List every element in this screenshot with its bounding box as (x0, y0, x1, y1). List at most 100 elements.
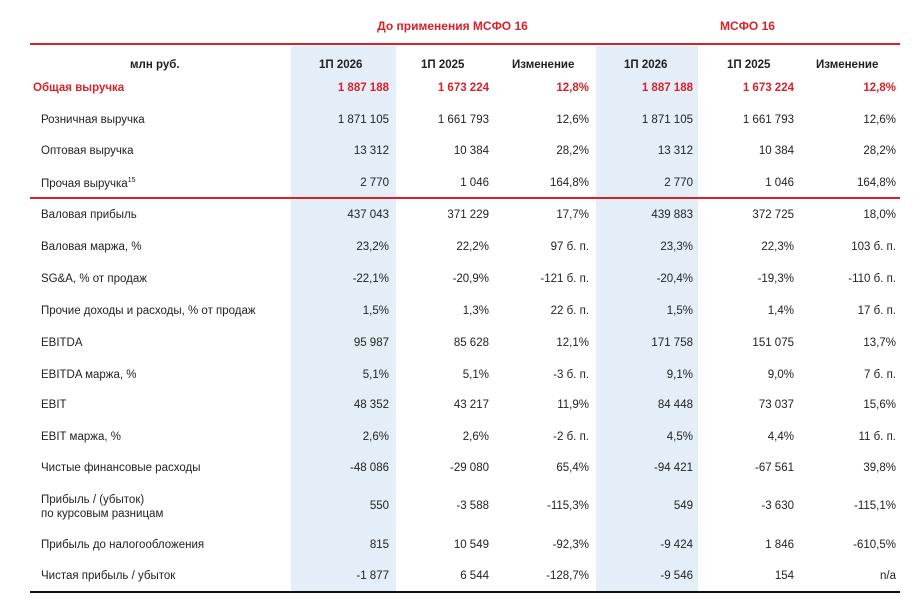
row-value: 6 544 (460, 570, 489, 582)
row-value: 13 312 (353, 145, 389, 157)
row-value: 84 448 (657, 399, 693, 411)
row-value: -92,3% (552, 539, 589, 551)
total-value: 12,8% (556, 82, 589, 94)
col-header-3: Изменение (512, 59, 575, 71)
row-label: EBITDA (41, 337, 83, 349)
row-value: 18,0% (863, 209, 896, 221)
row-value: 15,6% (863, 399, 896, 411)
row-label: Валовая маржа, % (41, 241, 142, 253)
row-label-text: Валовая прибыль (41, 209, 137, 221)
row-value: 11,9% (557, 399, 589, 411)
row-value: 28,2% (556, 145, 589, 157)
row-label-line: Прибыль / (убыток) (41, 494, 145, 506)
row-value: 154 (774, 570, 794, 582)
row-value: 151 075 (752, 337, 794, 349)
row-value: -115,1% (854, 500, 896, 512)
row-value: 39,8% (863, 462, 896, 474)
row-value: 17,7% (556, 209, 589, 221)
row-label: EBIT (41, 399, 67, 411)
row-label-text: EBITDA (41, 337, 83, 349)
row-value: n/a (880, 570, 896, 582)
row-value: 2 770 (360, 177, 389, 189)
row-value: 17 б. п. (857, 305, 896, 317)
row-value: 1 661 793 (437, 114, 489, 126)
row-value: -20,4% (656, 273, 693, 285)
row-value: 65,4% (556, 462, 589, 474)
row-value: -610,5% (853, 539, 896, 551)
row-value: -3 б. п. (553, 369, 589, 381)
row-value: 1,3% (462, 305, 489, 317)
col-header-1: 1П 2026 (319, 59, 363, 71)
row-value: -2 б. п. (553, 431, 589, 443)
row-label-text: Прочая выручка (41, 177, 128, 190)
row-value: -9 424 (660, 539, 693, 551)
row-value: 12,1% (556, 337, 589, 349)
row-value: 1 661 793 (742, 114, 794, 126)
highlight-col-2026-after (596, 46, 698, 592)
row-value: 10 384 (758, 145, 794, 157)
row-value: 12,6% (556, 114, 589, 126)
row-value: 22 б. п. (550, 305, 589, 317)
row-value: 1,4% (767, 305, 794, 317)
row-value: 164,8% (856, 177, 896, 189)
row-label-text: SG&A, % от продаж (41, 273, 147, 285)
row-value: -115,3% (547, 500, 589, 512)
row-value: 815 (369, 539, 389, 551)
row-label-text: Розничная выручка (41, 114, 145, 126)
total-label: Общая выручка (33, 82, 125, 94)
row-label: Прибыль до налогообложения (41, 539, 204, 551)
row-value: 1,5% (666, 305, 693, 317)
row-value: -128,7% (546, 570, 589, 582)
row-value: 11 б. п. (858, 431, 896, 443)
total-value: 1 887 188 (641, 82, 693, 94)
row-value: 85 628 (453, 337, 489, 349)
col-header-4: 1П 2026 (624, 59, 668, 71)
row-value: -19,3% (757, 273, 794, 285)
row-value: 23,3% (660, 241, 693, 253)
row-value: 5,1% (362, 369, 389, 381)
row-label: EBITDA маржа, % (41, 369, 137, 381)
row-value: 10 549 (453, 539, 489, 551)
unit-header: млн руб. (130, 59, 180, 71)
row-value: 549 (673, 500, 693, 512)
row-value: 12,6% (863, 114, 896, 126)
row-label: Прочие доходы и расходы, % от продаж (41, 305, 256, 317)
total-value: 1 673 224 (437, 82, 489, 94)
row-value: -121 б. п. (540, 273, 589, 285)
row-value: 22,3% (761, 241, 794, 253)
row-value: 439 883 (651, 209, 693, 221)
row-value: 103 б. п. (851, 241, 896, 253)
col-header-5: 1П 2025 (727, 59, 771, 71)
row-value: -20,9% (452, 273, 489, 285)
row-value: -67 561 (754, 462, 794, 474)
row-value: 1 046 (765, 177, 794, 189)
total-value: 12,8% (863, 82, 896, 94)
row-label: SG&A, % от продаж (41, 273, 147, 285)
row-label: Валовая прибыль (41, 209, 137, 221)
row-value: -110 б. п. (848, 273, 896, 285)
row-label: EBIT маржа, % (41, 431, 121, 443)
row-value: 13,7% (863, 337, 896, 349)
col-header-2: 1П 2025 (421, 59, 465, 71)
group-header-ifrs16: МСФО 16 (720, 19, 775, 33)
row-value: 372 725 (752, 209, 794, 221)
row-value: 9,1% (666, 369, 693, 381)
footnote-marker: 15 (127, 177, 136, 184)
row-label-text: EBITDA маржа, % (41, 369, 137, 381)
row-label-text: Оптовая выручка (41, 145, 134, 157)
row-value: 97 б. п. (550, 241, 589, 253)
row-value: 550 (369, 500, 389, 512)
row-value: 7 б. п. (864, 369, 896, 381)
row-value: 2 770 (664, 177, 693, 189)
row-value: 1 046 (460, 177, 489, 189)
row-label: Чистая прибыль / убыток (41, 570, 175, 582)
row-label-text: Прибыль до налогообложения (41, 539, 205, 551)
row-value: 43 217 (453, 399, 489, 411)
row-value: 48 352 (353, 399, 389, 411)
row-value: 2,6% (462, 431, 489, 443)
row-value: -3 588 (456, 500, 489, 512)
row-value: 95 987 (353, 337, 389, 349)
row-value: 1 846 (765, 539, 794, 551)
row-label-text: Чистые финансовые расходы (41, 462, 201, 474)
row-value: -1 877 (356, 570, 389, 582)
